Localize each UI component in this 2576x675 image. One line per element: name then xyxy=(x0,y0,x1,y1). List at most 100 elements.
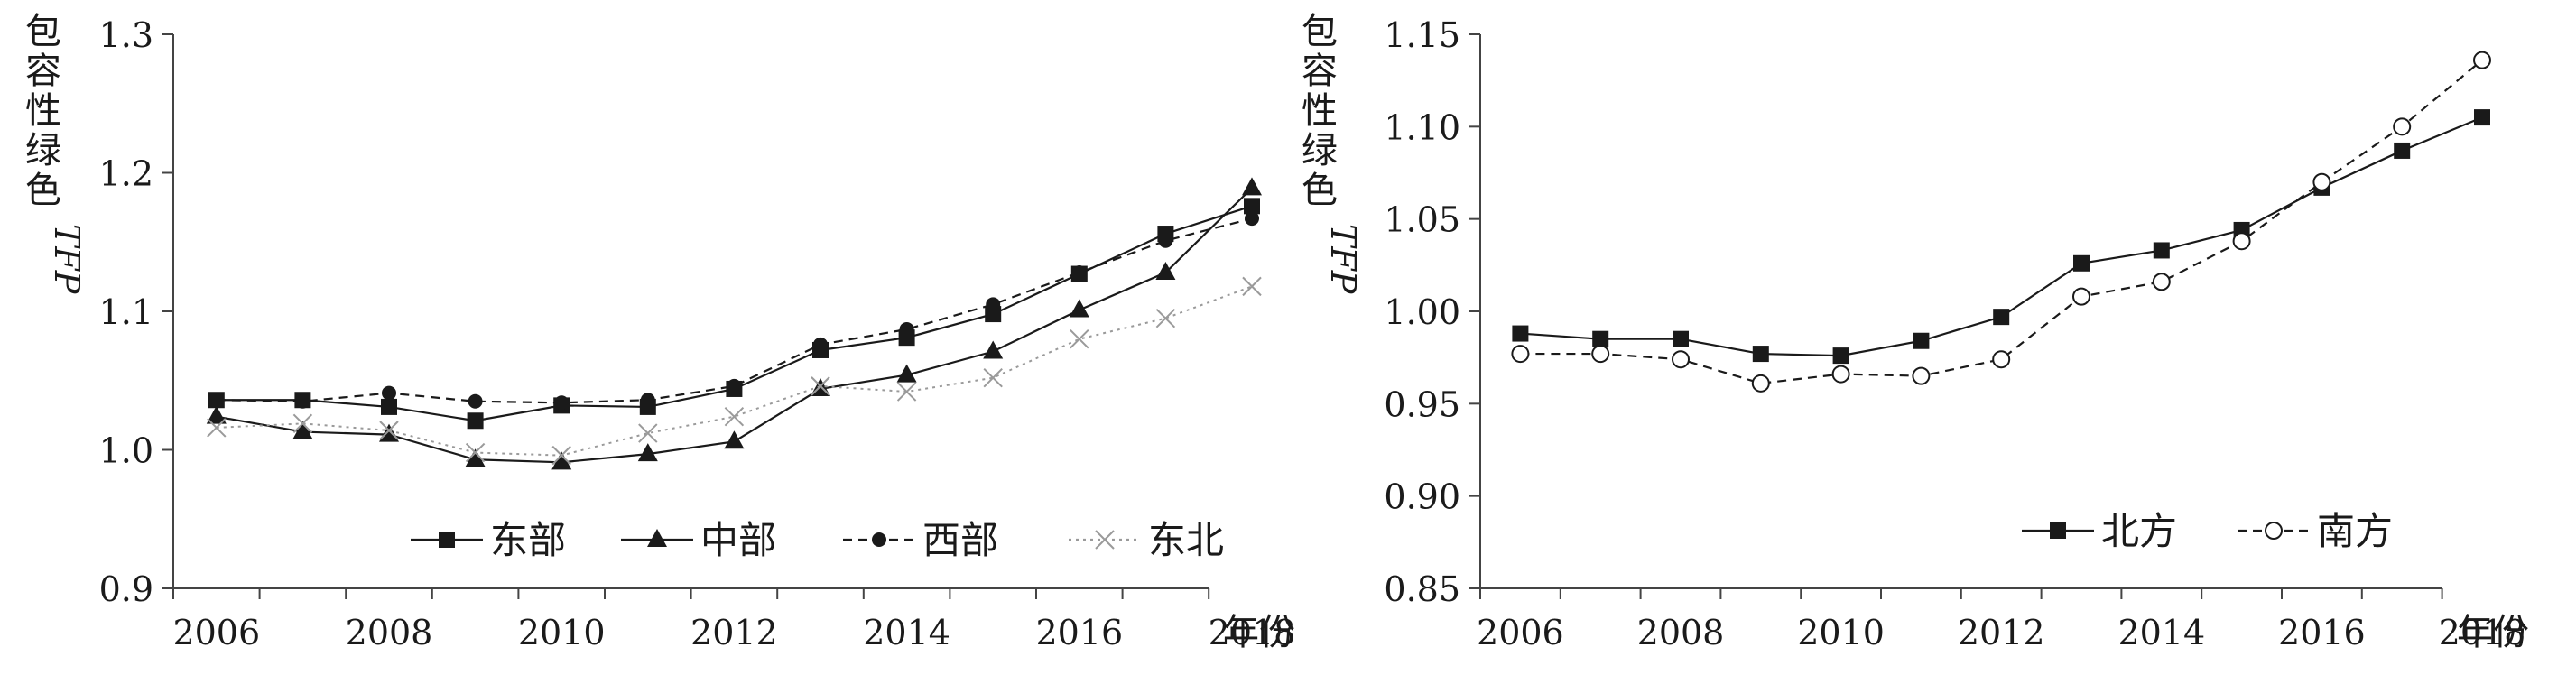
data-point xyxy=(1913,332,1930,349)
data-point xyxy=(1592,330,1609,347)
legend-item: 西部 xyxy=(843,518,998,562)
data-point xyxy=(724,406,745,427)
x-tick-label: 2018 xyxy=(2439,613,2526,652)
data-point xyxy=(1158,233,1173,248)
y-tick-label: 1.10 xyxy=(1384,107,1460,147)
data-point xyxy=(811,376,830,396)
data-point xyxy=(1751,374,1770,393)
y-tick-label: 1.1 xyxy=(99,292,153,332)
data-point xyxy=(899,321,914,337)
legend-label: 西部 xyxy=(922,518,998,562)
data-point xyxy=(1752,346,1769,363)
x-tick-label: 2010 xyxy=(1797,613,1885,652)
series-line xyxy=(216,187,1253,464)
series-line xyxy=(1520,59,2483,384)
data-point xyxy=(1673,330,1689,347)
x-tick-label: 2010 xyxy=(518,613,606,652)
data-point xyxy=(638,423,658,443)
x-tick-label: 2012 xyxy=(690,613,778,652)
y-tick-label: 1.3 xyxy=(99,15,153,55)
y-tick-label: 1.05 xyxy=(1384,200,1460,240)
legend-label: 东部 xyxy=(490,518,566,562)
y-tick-label: 1.2 xyxy=(99,154,153,194)
data-point xyxy=(382,385,396,401)
x-tick-label: 2008 xyxy=(1637,613,1725,652)
data-point xyxy=(1672,350,1690,369)
data-point xyxy=(640,393,655,408)
data-point xyxy=(292,413,313,434)
data-point xyxy=(2393,117,2412,136)
data-point xyxy=(207,418,227,438)
legend: 东部 中部 西部 东北 xyxy=(411,518,1224,562)
data-point xyxy=(1242,177,1262,196)
x-tick-label: 2016 xyxy=(2278,613,2366,652)
data-point xyxy=(2153,242,2170,259)
y-axis-label-char: 色 xyxy=(25,170,61,211)
y-axis-label-char: 绿 xyxy=(25,130,61,171)
data-point xyxy=(1069,299,1089,318)
x-axis-label: 年份 xyxy=(1223,612,1295,653)
data-point xyxy=(1832,347,1849,365)
data-point xyxy=(295,393,310,409)
data-point xyxy=(2073,254,2090,272)
data-point xyxy=(554,395,570,411)
data-point xyxy=(1591,345,1610,364)
data-point xyxy=(465,448,486,467)
data-point xyxy=(983,340,1004,359)
data-point xyxy=(896,382,917,402)
legend-label: 中部 xyxy=(700,518,776,562)
data-point xyxy=(379,423,399,442)
legend-label: 东北 xyxy=(1148,518,1224,562)
x-tick-label: 2014 xyxy=(2117,613,2205,652)
data-point xyxy=(1912,366,1931,385)
x-tick-label: 2006 xyxy=(1477,613,1564,652)
x-axis-label: 年份 xyxy=(2457,612,2529,653)
legend-item: 中部 xyxy=(621,518,776,562)
y-axis-label-char: 包 xyxy=(25,11,61,52)
y-tick-label: 0.95 xyxy=(1384,384,1460,424)
legend-marker xyxy=(647,529,667,547)
data-point xyxy=(551,451,572,470)
legend-item: 东北 xyxy=(1069,518,1224,562)
y-axis-label-char: 性 xyxy=(1302,90,1338,132)
legend-marker xyxy=(2265,522,2283,540)
legend-label: 北方 xyxy=(2101,509,2177,553)
y-axis-label-char: 绿 xyxy=(1302,130,1338,171)
data-point xyxy=(983,367,1003,388)
y-axis-label-char: 色 xyxy=(1302,170,1338,211)
data-point xyxy=(467,412,484,430)
data-point xyxy=(1512,325,1529,342)
legend-item: 北方 xyxy=(2022,509,2177,553)
legend-marker xyxy=(1095,530,1115,550)
y-axis-label-tfp: TFP xyxy=(1323,224,1363,295)
legend-marker xyxy=(872,532,886,547)
data-point xyxy=(1831,365,1850,384)
y-tick-label: 0.90 xyxy=(1384,477,1460,517)
data-point xyxy=(1245,211,1259,227)
data-point xyxy=(1155,308,1176,328)
data-point xyxy=(896,364,917,383)
data-point xyxy=(1511,345,1530,364)
data-point xyxy=(292,421,313,439)
chart-left-regions: 0.9 1.0 1.1 1.2 1.3 2006 2008 2010 2012 2014 2016 2… xyxy=(25,11,1295,653)
x-tick-label: 2006 xyxy=(172,613,260,652)
legend-label: 南方 xyxy=(2317,509,2393,553)
series-2 xyxy=(208,211,1259,411)
data-point xyxy=(206,405,227,424)
data-point xyxy=(813,337,828,352)
data-point xyxy=(1992,350,2011,369)
data-point xyxy=(1071,265,1087,281)
legend-item: 东部 xyxy=(411,518,566,562)
data-point xyxy=(724,430,745,449)
x-tick-label: 2016 xyxy=(1035,613,1123,652)
data-point xyxy=(1244,198,1260,215)
data-point xyxy=(2232,232,2251,251)
data-point xyxy=(2474,109,2490,126)
legend-marker xyxy=(439,532,455,548)
y-tick-label: 0.85 xyxy=(1384,569,1460,609)
y-axis-label-char: 容 xyxy=(25,51,61,92)
legend-marker xyxy=(2050,522,2066,539)
data-point xyxy=(468,393,483,409)
data-point xyxy=(1242,276,1262,297)
